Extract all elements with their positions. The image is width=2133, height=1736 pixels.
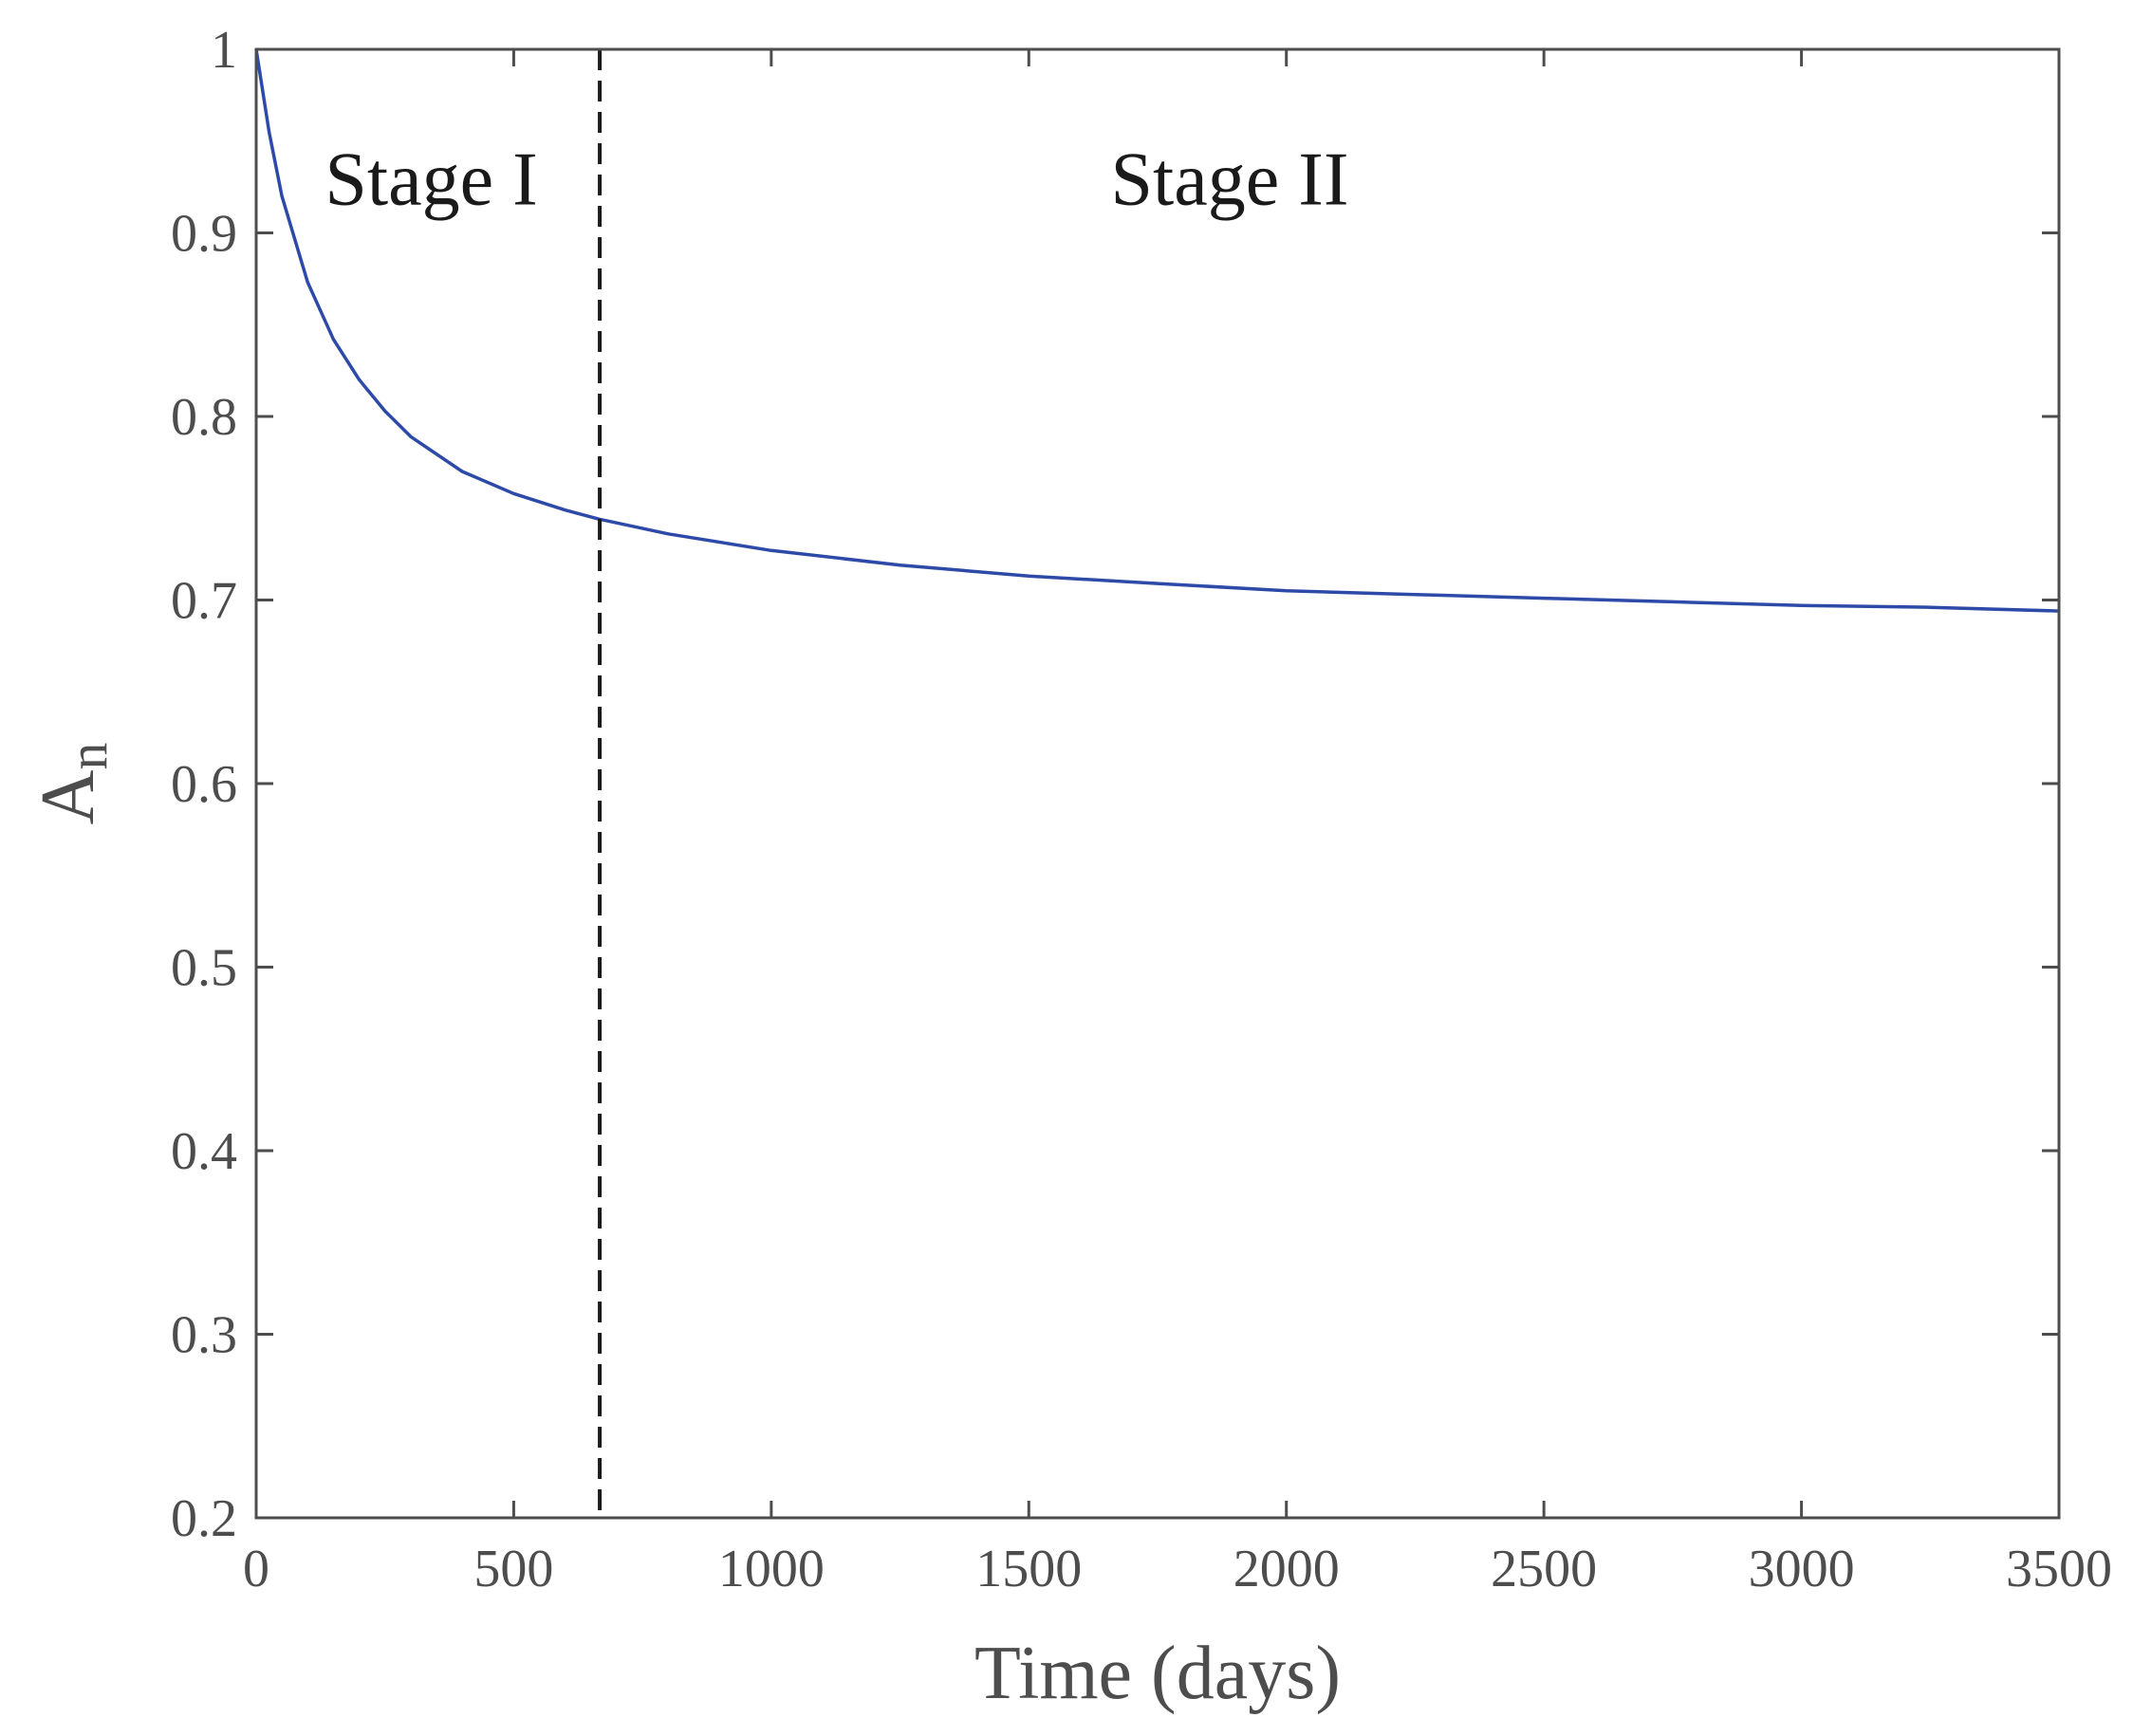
y-tick-label: 0.4 [171, 1122, 237, 1181]
y-tick-label: 0.2 [171, 1489, 237, 1548]
x-tick-label: 1000 [718, 1540, 825, 1598]
stage-label: Stage I [325, 138, 537, 221]
y-tick-label: 0.9 [171, 205, 237, 264]
plot-frame [254, 47, 2061, 1520]
x-axis-label: Time (days) [974, 1632, 1341, 1715]
series-line [254, 48, 2060, 613]
y-tick-label: 0.5 [171, 939, 237, 998]
x-tick-label: 0 [243, 1540, 269, 1598]
series-layer [254, 48, 2060, 613]
y-axis-label-subscript: n [57, 743, 119, 770]
x-tick-label: 3000 [1749, 1540, 1855, 1598]
y-axis-label: An [27, 743, 119, 825]
x-tick-label: 3500 [2006, 1540, 2112, 1598]
stage-label: Stage II [1110, 138, 1348, 221]
annotation-layer: Stage I Stage II [325, 49, 1349, 1518]
y-tick-label: 0.3 [171, 1306, 237, 1365]
x-tick-label: 2500 [1491, 1540, 1597, 1598]
y-axis-label-main: A [27, 769, 110, 824]
y-tick-label: 1 [211, 21, 237, 80]
y-tick-label: 0.6 [171, 755, 237, 814]
x-tick-label: 500 [473, 1540, 553, 1598]
ticks-layer: 0 500 1000 1500 2000 2500 3000 3500 0.2 0.3 0.4 0.5… [171, 21, 2112, 1598]
y-tick-label: 0.8 [171, 388, 237, 447]
x-tick-label: 1500 [975, 1540, 1082, 1598]
y-tick-label: 0.7 [171, 572, 237, 631]
x-tick-label: 2000 [1233, 1540, 1340, 1598]
